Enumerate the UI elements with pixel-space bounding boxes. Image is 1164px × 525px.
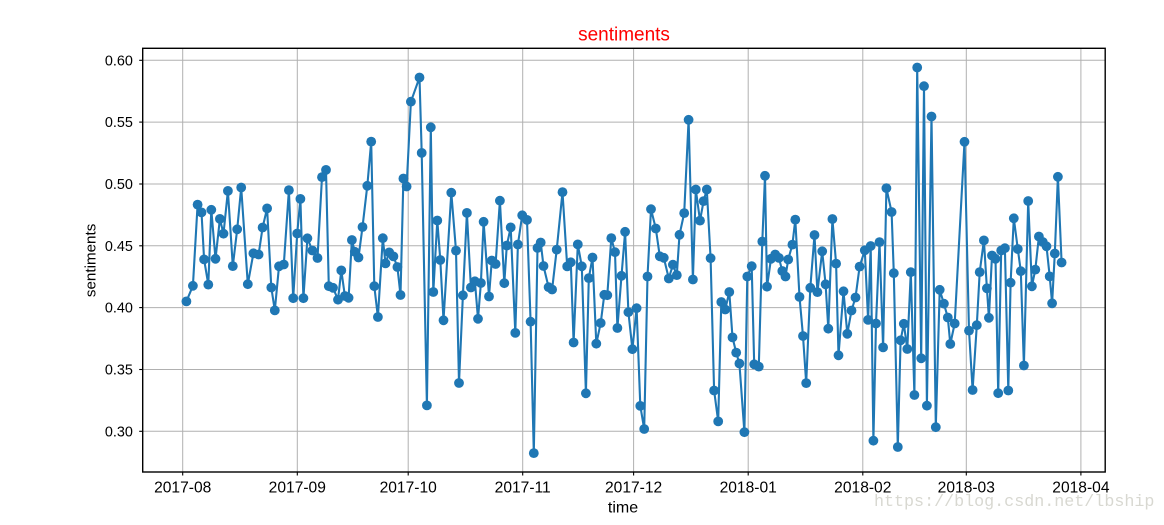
svg-text:2018-01: 2018-01 — [720, 480, 777, 497]
svg-text:time: time — [608, 500, 638, 517]
svg-text:2017-08: 2017-08 — [154, 480, 211, 497]
svg-text:sentiments: sentiments — [83, 223, 100, 297]
svg-text:0.55: 0.55 — [105, 115, 133, 131]
svg-text:2018-02: 2018-02 — [834, 480, 891, 497]
svg-text:2018-04: 2018-04 — [1052, 480, 1110, 497]
svg-text:sentiments: sentiments — [578, 25, 670, 46]
svg-text:2017-11: 2017-11 — [495, 480, 551, 497]
svg-text:0.60: 0.60 — [105, 53, 133, 69]
svg-text:https://blog.csdn.net/lbship: https://blog.csdn.net/lbship — [874, 493, 1154, 512]
svg-text:0.40: 0.40 — [105, 301, 133, 317]
svg-text:2017-12: 2017-12 — [605, 480, 662, 497]
svg-text:0.35: 0.35 — [105, 363, 133, 379]
svg-text:0.50: 0.50 — [105, 177, 133, 193]
svg-text:0.30: 0.30 — [105, 424, 133, 440]
svg-text:0.45: 0.45 — [105, 239, 133, 255]
svg-text:2017-10: 2017-10 — [380, 480, 438, 497]
svg-text:2018-03: 2018-03 — [938, 480, 995, 497]
svg-text:2017-09: 2017-09 — [269, 480, 326, 497]
